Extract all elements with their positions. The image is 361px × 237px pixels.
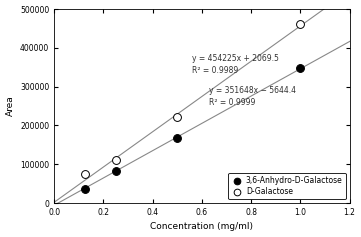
D-Galactose (297, 22, 303, 26)
Legend: 3,6-Anhydro-D-Galactose, D-Galactose: 3,6-Anhydro-D-Galactose, D-Galactose (228, 173, 346, 199)
Y-axis label: Area: Area (5, 96, 14, 116)
3,6-Anhydro-D-Galactose (113, 169, 119, 173)
D-Galactose (174, 115, 180, 119)
3,6-Anhydro-D-Galactose (297, 66, 303, 70)
D-Galactose (82, 172, 88, 176)
Text: y = 454225x + 2069.5
R² = 0.9989: y = 454225x + 2069.5 R² = 0.9989 (192, 54, 279, 75)
D-Galactose (113, 159, 119, 162)
3,6-Anhydro-D-Galactose (82, 187, 88, 191)
3,6-Anhydro-D-Galactose (174, 136, 180, 140)
Text: y = 351648x − 5644.4
R² = 0.9999: y = 351648x − 5644.4 R² = 0.9999 (209, 86, 296, 107)
X-axis label: Concentration (mg/ml): Concentration (mg/ml) (151, 223, 253, 232)
